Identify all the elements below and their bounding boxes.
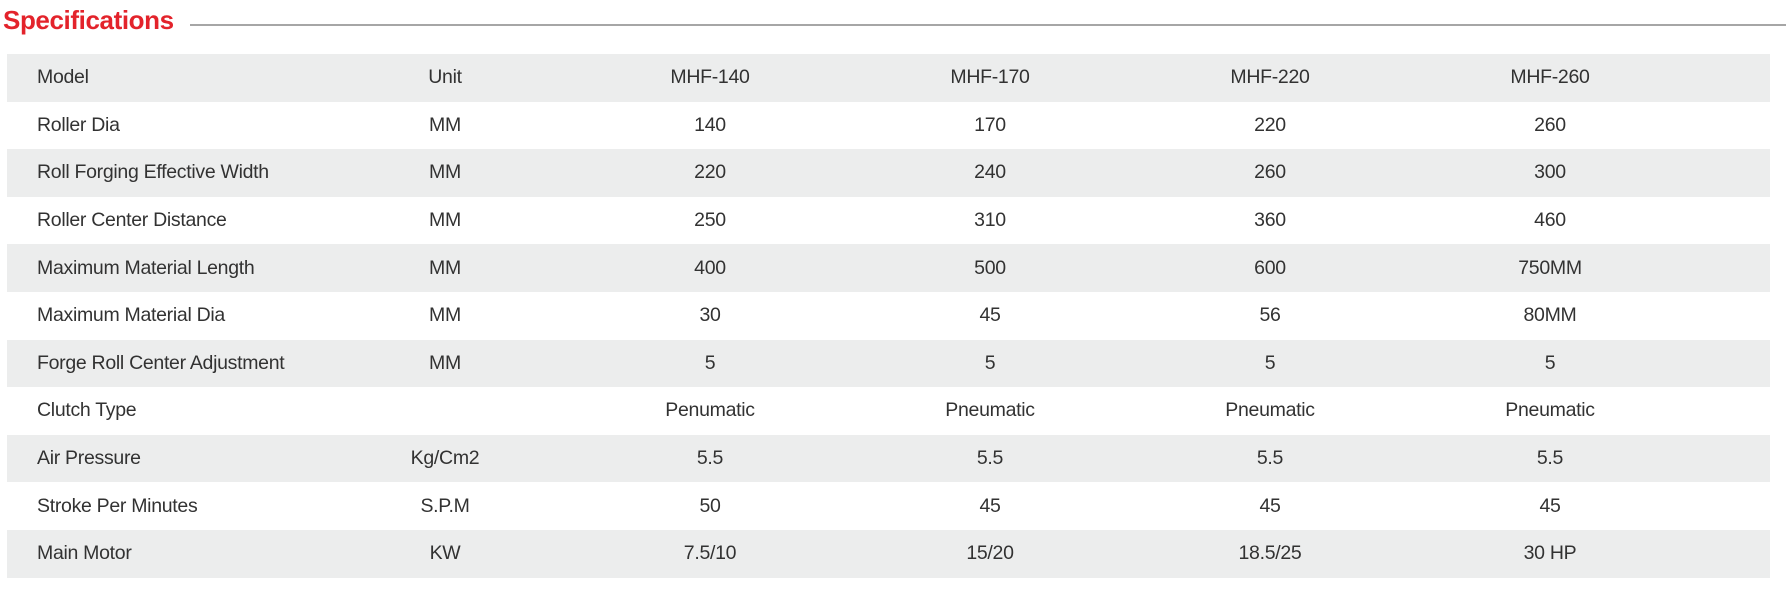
spec-label-cell: Clutch Type	[37, 399, 137, 422]
spec-value-cell: 5	[704, 351, 716, 374]
spec-label-cell: Roller Center Distance	[37, 209, 227, 232]
spec-value-cell: 240	[974, 161, 1006, 184]
spec-value-cell: 140	[694, 113, 726, 136]
row-filler-cell	[1690, 340, 1770, 388]
spec-label-cell: Forge Roll Center Adjustment	[37, 351, 285, 374]
table-row: Main Motor KW 7.5/10 15/20 18.5/25 30 HP	[7, 529, 1770, 578]
spec-value-cell: 260	[1254, 161, 1286, 184]
row-filler-cell	[1690, 244, 1770, 292]
spec-unit-cell: MM	[429, 304, 461, 327]
spec-label-cell: Main Motor	[37, 542, 132, 565]
row-filler-cell	[1690, 102, 1770, 150]
spec-value-cell: 260	[1534, 113, 1566, 136]
spec-value-cell: 500	[974, 256, 1006, 279]
spec-value-cell: Pneumatic	[1225, 399, 1315, 422]
column-header-model: Model	[37, 66, 89, 89]
spec-value-cell: 80MM	[1523, 304, 1577, 327]
spec-unit-cell: MM	[429, 161, 461, 184]
table-row: Roller Center Distance MM 250 310 360 460	[7, 196, 1770, 245]
spec-value-cell: 7.5/10	[683, 542, 737, 565]
row-filler-cell	[1690, 435, 1770, 483]
column-header-mhf-140: MHF-140	[670, 66, 750, 89]
spec-value-cell: 45	[1259, 494, 1281, 517]
column-header-mhf-260: MHF-260	[1510, 66, 1590, 89]
spec-value-cell: 5	[1264, 351, 1276, 374]
spec-value-cell: 310	[974, 209, 1006, 232]
row-filler-cell	[1690, 149, 1770, 197]
spec-value-cell: 45	[979, 304, 1001, 327]
column-header-mhf-170: MHF-170	[950, 66, 1030, 89]
header-filler-cell	[1690, 54, 1770, 102]
spec-value-cell: 5.5	[1256, 447, 1284, 470]
spec-value-cell: 30	[699, 304, 721, 327]
title-row: Specifications	[0, 0, 1790, 34]
spec-value-cell: 56	[1259, 304, 1281, 327]
spec-value-cell: Penumatic	[665, 399, 755, 422]
spec-unit-cell: MM	[429, 113, 461, 136]
table-row: Maximum Material Dia MM 30 45 56 80MM	[7, 291, 1770, 340]
spec-value-cell: 5	[984, 351, 996, 374]
spec-label-cell: Roll Forging Effective Width	[37, 161, 269, 184]
table-row: Roll Forging Effective Width MM 220 240 260 3…	[7, 149, 1770, 197]
spec-value-cell: 220	[1254, 113, 1286, 136]
spec-value-cell: Pneumatic	[945, 399, 1035, 422]
specifications-table: Model Unit MHF-140 MHF-170 MHF-220 MHF-2…	[7, 54, 1770, 578]
spec-value-cell: 750MM	[1518, 256, 1582, 279]
table-row: Stroke Per Minutes S.P.M 50 45 45 45	[7, 482, 1770, 530]
spec-unit-cell: KW	[429, 542, 461, 565]
title-rule	[189, 24, 1786, 26]
table-header-row: Model Unit MHF-140 MHF-170 MHF-220 MHF-2…	[7, 54, 1770, 102]
spec-unit-cell: MM	[429, 256, 461, 279]
spec-value-cell: 300	[1534, 161, 1566, 184]
spec-value-cell: 15/20	[966, 542, 1014, 565]
spec-value-cell: 45	[979, 494, 1001, 517]
spec-value-cell: 360	[1254, 209, 1286, 232]
table-row: Air Pressure Kg/Cm2 5.5 5.5 5.5 5.5	[7, 434, 1770, 483]
spec-value-cell: 5.5	[1536, 447, 1564, 470]
spec-value-cell: 45	[1539, 494, 1561, 517]
spec-value-cell: 30 HP	[1523, 542, 1577, 565]
spec-value-cell: 460	[1534, 209, 1566, 232]
row-filler-cell	[1690, 387, 1770, 435]
spec-unit-cell: MM	[429, 351, 461, 374]
spec-label-cell: Air Pressure	[37, 447, 141, 470]
table-row: Clutch Type Penumatic Pneumatic Pneumatic Pn…	[7, 387, 1770, 435]
table-row: Maximum Material Length MM 400 500 600 750MM	[7, 244, 1770, 292]
table-row: Forge Roll Center Adjustment MM 5 5 5 5	[7, 339, 1770, 388]
spec-label-cell: Maximum Material Length	[37, 256, 255, 279]
row-filler-cell	[1690, 292, 1770, 340]
spec-value-cell: 18.5/25	[1238, 542, 1302, 565]
spec-value-cell: Pneumatic	[1505, 399, 1595, 422]
spec-value-cell: 5.5	[976, 447, 1004, 470]
spec-unit-cell: MM	[429, 209, 461, 232]
row-filler-cell	[1690, 530, 1770, 578]
spec-label-cell: Maximum Material Dia	[37, 304, 225, 327]
table-row: Roller Dia MM 140 170 220 260	[7, 101, 1770, 150]
spec-value-cell: 600	[1254, 256, 1286, 279]
column-header-unit: Unit	[428, 66, 462, 89]
spec-value-cell: 170	[974, 113, 1006, 136]
spec-unit-cell: Kg/Cm2	[410, 447, 480, 470]
spec-value-cell: 400	[694, 256, 726, 279]
spec-value-cell: 220	[694, 161, 726, 184]
spec-value-cell: 5.5	[696, 447, 724, 470]
spec-value-cell: 5	[1544, 351, 1556, 374]
spec-label-cell: Stroke Per Minutes	[37, 494, 198, 517]
row-filler-cell	[1690, 197, 1770, 245]
page-title: Specifications	[3, 5, 174, 35]
column-header-mhf-220: MHF-220	[1230, 66, 1310, 89]
spec-unit-cell	[320, 387, 570, 435]
row-filler-cell	[1690, 482, 1770, 530]
spec-unit-cell: S.P.M	[420, 494, 470, 517]
spec-table-body: Roller Dia MM 140 170 220 260 Roll Forging Eff…	[7, 101, 1770, 578]
spec-label-cell: Roller Dia	[37, 113, 120, 136]
spec-value-cell: 250	[694, 209, 726, 232]
spec-value-cell: 50	[699, 494, 721, 517]
